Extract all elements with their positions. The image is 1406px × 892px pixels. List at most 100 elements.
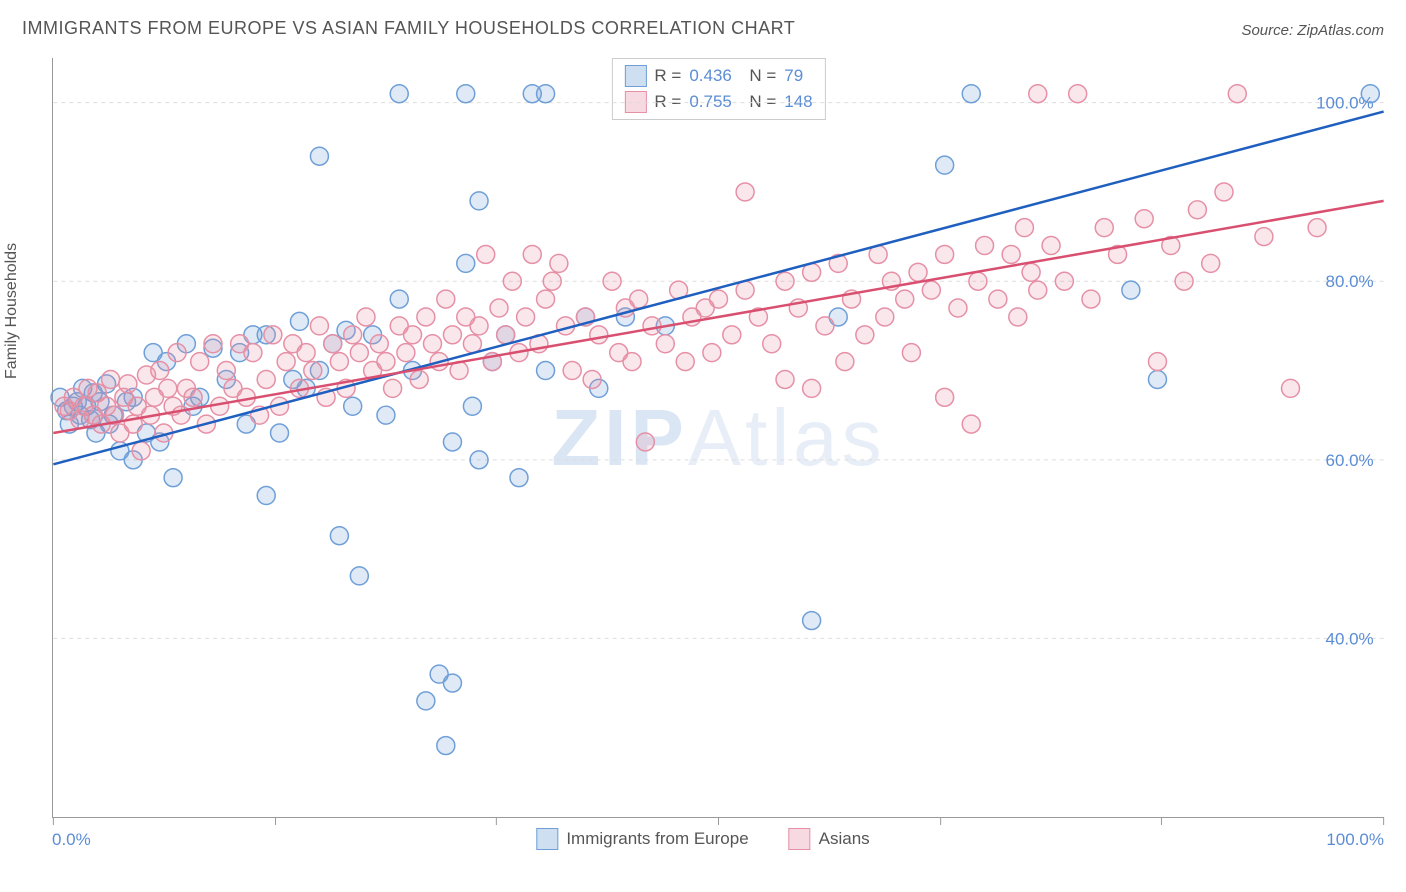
data-point <box>390 290 408 308</box>
data-point <box>470 317 488 335</box>
data-point <box>1228 85 1246 103</box>
data-point <box>437 737 455 755</box>
data-point <box>1148 370 1166 388</box>
data-point <box>1255 228 1273 246</box>
ytick-label: 60.0% <box>1326 451 1374 470</box>
x-axis-label-right: 100.0% <box>1326 830 1384 850</box>
data-point <box>457 85 475 103</box>
data-point <box>443 326 461 344</box>
data-point <box>1095 219 1113 237</box>
data-point <box>583 370 601 388</box>
bottom-legend-item-0: Immigrants from Europe <box>536 828 748 850</box>
data-point <box>344 326 362 344</box>
data-point <box>656 335 674 353</box>
data-point <box>763 335 781 353</box>
data-point <box>204 335 222 353</box>
ytick-label: 40.0% <box>1326 629 1374 648</box>
data-point <box>543 272 561 290</box>
data-point <box>1069 85 1087 103</box>
data-point <box>264 326 282 344</box>
data-point <box>377 353 395 371</box>
data-point <box>723 326 741 344</box>
data-point <box>936 245 954 263</box>
bottom-legend: Immigrants from Europe Asians <box>536 828 869 850</box>
data-point <box>324 335 342 353</box>
data-point <box>517 308 535 326</box>
data-point <box>490 299 508 317</box>
data-point <box>1029 85 1047 103</box>
data-point <box>630 290 648 308</box>
data-point <box>1015 219 1033 237</box>
data-point <box>151 362 169 380</box>
scatter-svg: 40.0%60.0%80.0%100.0% <box>53 58 1384 817</box>
data-point <box>736 281 754 299</box>
data-point <box>803 379 821 397</box>
data-point <box>922 281 940 299</box>
data-point <box>976 237 994 255</box>
bottom-legend-swatch-0 <box>536 828 558 850</box>
data-point <box>590 326 608 344</box>
data-point <box>603 272 621 290</box>
data-point <box>310 317 328 335</box>
data-point <box>417 308 435 326</box>
chart-title: IMMIGRANTS FROM EUROPE VS ASIAN FAMILY H… <box>22 18 795 39</box>
data-point <box>497 326 515 344</box>
data-point <box>856 326 874 344</box>
data-point <box>119 375 137 393</box>
data-point <box>350 344 368 362</box>
data-point <box>1135 210 1153 228</box>
data-point <box>803 612 821 630</box>
data-point <box>550 254 568 272</box>
data-point <box>816 317 834 335</box>
data-point <box>457 254 475 272</box>
data-point <box>776 272 794 290</box>
data-point <box>390 85 408 103</box>
data-point <box>257 487 275 505</box>
data-point <box>1002 245 1020 263</box>
bottom-legend-item-1: Asians <box>789 828 870 850</box>
data-point <box>676 353 694 371</box>
data-point <box>437 290 455 308</box>
data-point <box>1055 272 1073 290</box>
data-point <box>417 692 435 710</box>
data-point <box>1022 263 1040 281</box>
data-point <box>537 362 555 380</box>
data-point <box>257 370 275 388</box>
data-point <box>836 353 854 371</box>
y-axis-title: Family Households <box>3 243 21 379</box>
data-point <box>962 85 980 103</box>
data-point <box>1009 308 1027 326</box>
data-point <box>643 317 661 335</box>
bottom-legend-label-0: Immigrants from Europe <box>566 829 748 849</box>
data-point <box>304 362 322 380</box>
data-point <box>271 424 289 442</box>
data-point <box>470 451 488 469</box>
data-point <box>357 308 375 326</box>
data-point <box>1029 281 1047 299</box>
data-point <box>537 290 555 308</box>
data-point <box>370 335 388 353</box>
data-point <box>102 370 120 388</box>
data-point <box>523 245 541 263</box>
data-point <box>876 308 894 326</box>
data-point <box>1361 85 1379 103</box>
data-point <box>290 312 308 330</box>
data-point <box>503 272 521 290</box>
data-point <box>344 397 362 415</box>
data-point <box>936 156 954 174</box>
data-point <box>636 433 654 451</box>
data-point <box>330 353 348 371</box>
data-point <box>1082 290 1100 308</box>
data-point <box>164 469 182 487</box>
data-point <box>410 370 428 388</box>
data-point <box>949 299 967 317</box>
data-point <box>1215 183 1233 201</box>
data-point <box>1175 272 1193 290</box>
data-point <box>470 192 488 210</box>
data-point <box>537 85 555 103</box>
data-point <box>191 353 209 371</box>
data-point <box>510 469 528 487</box>
data-point <box>1122 281 1140 299</box>
data-point <box>384 379 402 397</box>
data-point <box>168 344 186 362</box>
